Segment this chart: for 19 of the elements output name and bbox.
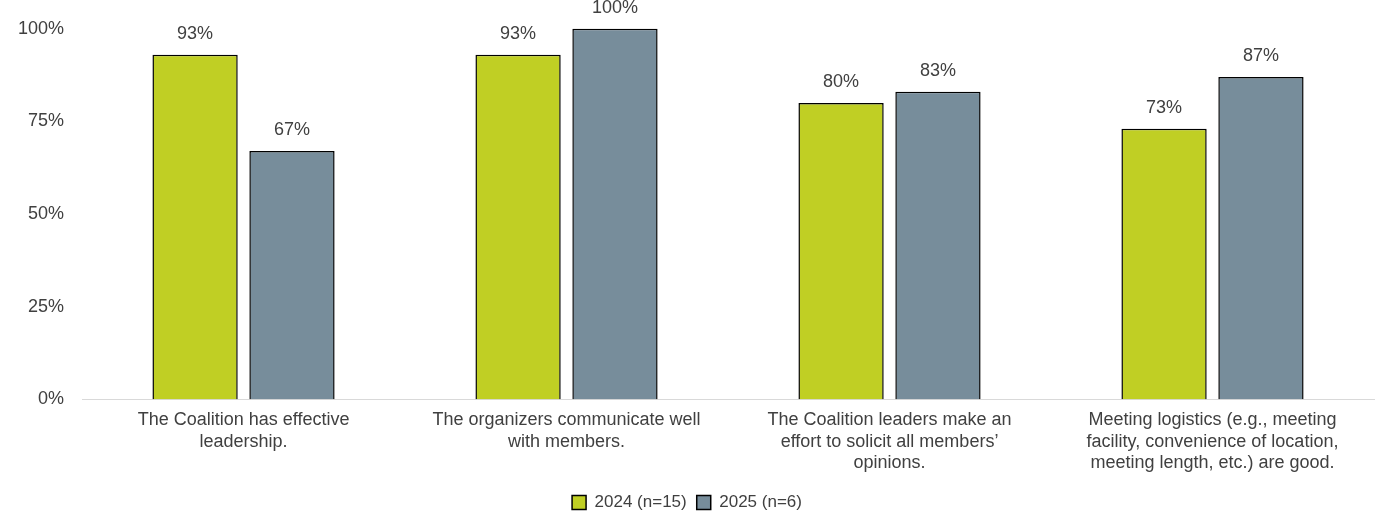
y-tick-label: 50%	[28, 202, 65, 223]
data-label: 87%	[1242, 44, 1279, 65]
data-label: 93%	[500, 22, 537, 43]
data-label: 83%	[919, 59, 956, 80]
y-tick-label: 100%	[17, 17, 65, 38]
data-label: 67%	[273, 119, 310, 139]
legend-label: 2024 (n=15)	[594, 492, 687, 512]
y-tick-label: 75%	[28, 110, 65, 131]
data-label: 93%	[177, 22, 214, 43]
data-label: 100%	[591, 0, 638, 17]
legend-label: 2025 (n=6)	[719, 492, 802, 512]
x-tick-label: Meeting logistics (e.g., meeting facility, convenience of location, meeting length, etc.) are good.	[1086, 408, 1339, 473]
x-tick-label: The Coalition leaders make an effort to solicit all members’ opinions.	[767, 408, 1012, 473]
x-tick-label: The Coalition has effective leadership.	[137, 408, 350, 451]
x-tick-label: The organizers communicate well with members.	[432, 408, 701, 451]
y-tick-label: 25%	[28, 295, 65, 316]
data-label: 80%	[823, 70, 860, 91]
data-label: 73%	[1146, 96, 1183, 117]
y-tick-label: 0%	[38, 388, 65, 409]
